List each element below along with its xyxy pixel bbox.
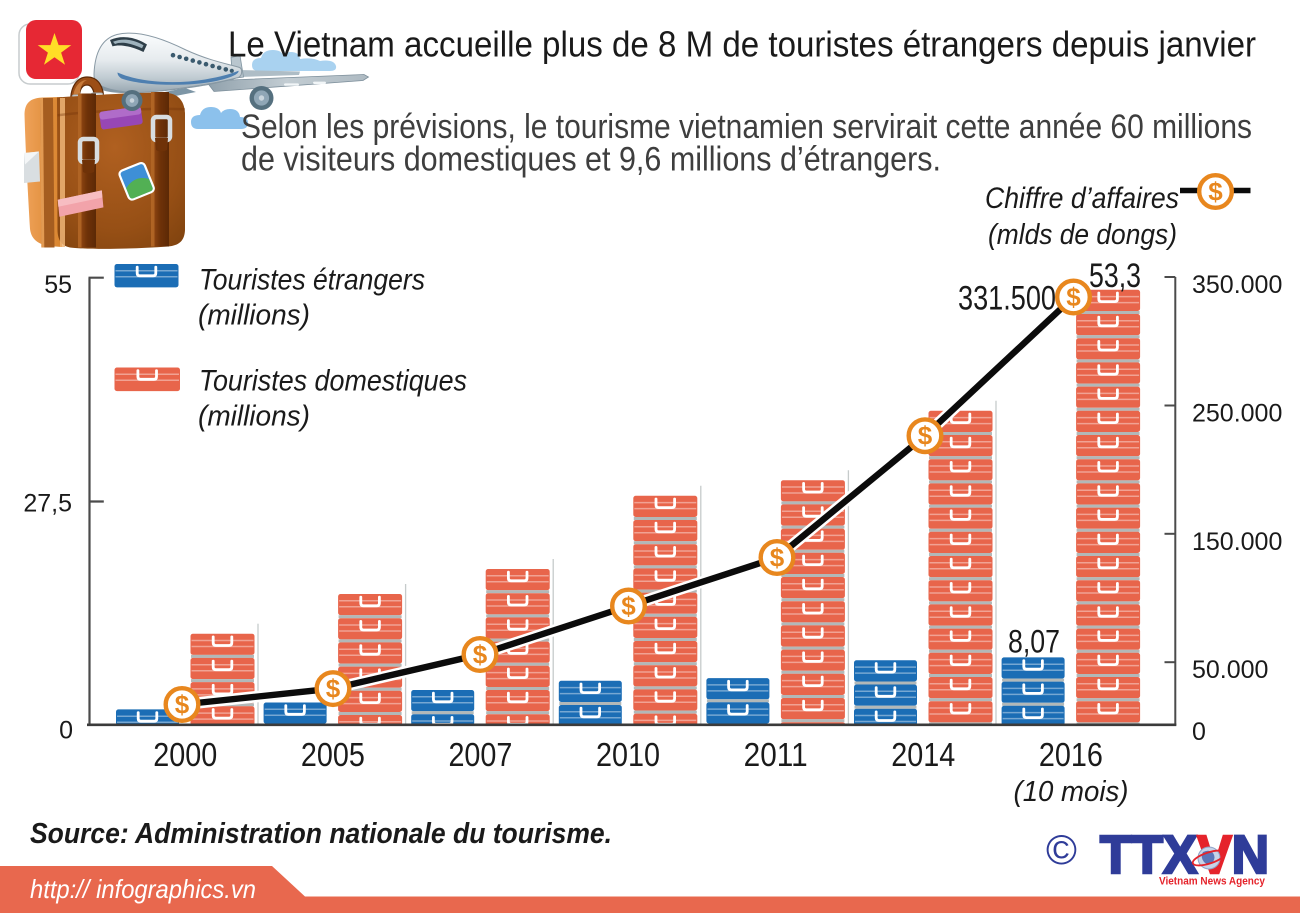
svg-text:250.000: 250.000 [1192, 400, 1282, 428]
svg-text:Touristes domestiques: Touristes domestiques [199, 365, 467, 398]
svg-text:(millions): (millions) [198, 300, 310, 332]
svg-text:$: $ [621, 591, 636, 621]
svg-text:331.500: 331.500 [958, 280, 1056, 318]
svg-text:Selon les prévisions, le touri: Selon les prévisions, le tourisme vietna… [241, 108, 1252, 146]
svg-text:Vietnam News Agency: Vietnam News Agency [1159, 876, 1266, 888]
svg-text:Touristes étrangers: Touristes étrangers [199, 264, 425, 297]
svg-text:(millions): (millions) [198, 401, 310, 433]
svg-text:(10 mois): (10 mois) [1014, 776, 1129, 808]
svg-text:Le Vietnam accueille plus de 8: Le Vietnam accueille plus de 8 M de tour… [228, 23, 1256, 64]
svg-text:©: © [1046, 826, 1077, 873]
svg-text:(mlds de dongs): (mlds de dongs) [988, 219, 1177, 251]
svg-text:$: $ [175, 690, 190, 720]
svg-text:0: 0 [59, 717, 73, 745]
svg-text:150.000: 150.000 [1192, 528, 1282, 556]
svg-text:de visiteurs domestiques et 9,: de visiteurs domestiques et 9,6 millions… [241, 141, 941, 179]
svg-text:53,3: 53,3 [1089, 257, 1141, 295]
svg-text:$: $ [326, 674, 341, 704]
svg-text:Chiffre d’affaires: Chiffre d’affaires [985, 182, 1179, 215]
svg-text:0: 0 [1192, 718, 1206, 746]
svg-text:2005: 2005 [301, 736, 365, 773]
svg-text:2014: 2014 [891, 736, 955, 773]
svg-text:27,5: 27,5 [23, 490, 72, 518]
svg-text:2000: 2000 [153, 736, 217, 773]
svg-text:8,07: 8,07 [1008, 624, 1060, 660]
svg-text:$: $ [918, 421, 933, 451]
svg-text:$: $ [473, 640, 488, 670]
svg-text:350.000: 350.000 [1192, 271, 1282, 299]
svg-text:55: 55 [44, 271, 72, 299]
svg-text:Source: Administration nationa: Source: Administration nationale du tour… [30, 818, 612, 850]
svg-text:2011: 2011 [744, 736, 808, 773]
svg-text:2010: 2010 [596, 736, 660, 773]
svg-text:50.000: 50.000 [1192, 656, 1268, 684]
svg-text:http:// infographics.vn: http:// infographics.vn [30, 874, 256, 904]
svg-text:$: $ [770, 543, 785, 573]
svg-text:$: $ [1066, 282, 1081, 312]
svg-text:TTXVN: TTXVN [1100, 825, 1269, 885]
svg-text:2007: 2007 [448, 736, 512, 773]
svg-text:2016: 2016 [1039, 736, 1103, 773]
svg-text:$: $ [1208, 177, 1223, 207]
